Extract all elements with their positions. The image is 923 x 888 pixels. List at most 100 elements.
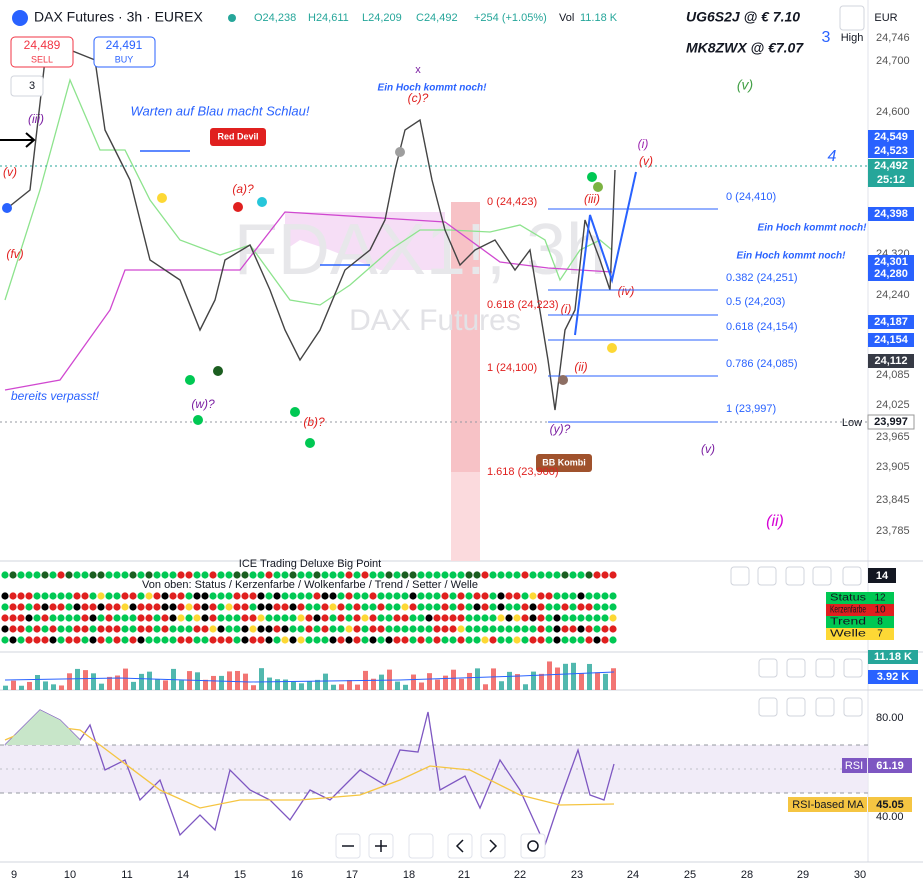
matrix-dot <box>265 625 273 633</box>
matrix-dot <box>577 603 585 611</box>
price-axis-label: 24,600 <box>876 106 910 118</box>
legend-name: Welle <box>830 629 867 640</box>
pane-button[interactable] <box>842 566 862 586</box>
matrix-dot <box>25 636 33 644</box>
rsi-axis-label: 80.00 <box>876 712 904 724</box>
pane-button[interactable] <box>758 697 778 717</box>
matrix-dot <box>169 636 177 644</box>
pane-button[interactable] <box>758 658 778 678</box>
annotation: (i) <box>561 302 572 316</box>
matrix-dot <box>289 592 297 600</box>
matrix-dot <box>57 603 65 611</box>
matrix-dot <box>225 636 233 644</box>
matrix-dot <box>401 592 409 600</box>
matrix-dot <box>609 592 617 600</box>
matrix-dot <box>57 636 65 644</box>
pane-button[interactable] <box>843 697 863 717</box>
matrix-dot <box>17 571 25 579</box>
pane-button[interactable] <box>812 566 832 586</box>
pane-button[interactable] <box>843 658 863 678</box>
matrix-dot <box>41 603 49 611</box>
interval-button[interactable] <box>10 75 44 97</box>
matrix-dot <box>457 571 465 579</box>
matrix-dot <box>105 592 113 600</box>
fit[interactable] <box>408 833 434 859</box>
matrix-dot <box>65 625 73 633</box>
matrix-dot <box>305 592 313 600</box>
pane-button[interactable] <box>785 566 805 586</box>
annotation: (iv) <box>618 284 635 298</box>
matrix-dot <box>521 571 529 579</box>
icon <box>455 839 464 853</box>
volume-bar <box>603 673 608 690</box>
screenshot-button[interactable] <box>839 5 865 31</box>
volume-bar <box>467 672 472 690</box>
annotation: (v) <box>639 154 653 168</box>
matrix-dot <box>425 603 433 611</box>
volume-bar <box>35 675 40 690</box>
matrix-dot <box>409 592 417 600</box>
matrix-dot <box>121 614 129 622</box>
matrix-dot <box>9 614 17 622</box>
volume-bar <box>595 672 600 690</box>
volume-bar <box>83 670 88 690</box>
matrix-dot <box>289 603 297 611</box>
annotation: Ein Hoch kommt noch! <box>758 223 868 234</box>
matrix-dot <box>273 592 281 600</box>
matrix-dot <box>481 592 489 600</box>
matrix-dot <box>209 636 217 644</box>
rsi-label: RSI <box>845 760 863 772</box>
matrix-dot <box>361 592 369 600</box>
fib-label: 1 (24,100) <box>487 362 537 374</box>
rsi-ma-tag <box>788 797 867 812</box>
high-label: High <box>841 32 864 44</box>
matrix-dot <box>409 614 417 622</box>
scroll-left[interactable] <box>447 833 473 859</box>
matrix-dot <box>385 603 393 611</box>
pane-button[interactable] <box>815 658 835 678</box>
pane-button[interactable] <box>786 697 806 717</box>
legend-value-box <box>868 592 894 604</box>
matrix-dot <box>401 625 409 633</box>
matrix-dot <box>1 614 9 622</box>
matrix-dot <box>361 603 369 611</box>
pane-button[interactable] <box>786 658 806 678</box>
legend-value: 7 <box>877 629 883 640</box>
rsi-ma-value: 45.05 <box>876 799 904 811</box>
matrix-dot <box>377 592 385 600</box>
pane-button[interactable] <box>815 697 835 717</box>
pane-button[interactable] <box>757 566 777 586</box>
icon <box>527 840 539 852</box>
pane-button[interactable] <box>730 566 750 586</box>
matrix-dot <box>345 614 353 622</box>
matrix-dot <box>601 592 609 600</box>
matrix-dot <box>425 636 433 644</box>
reset[interactable] <box>520 833 546 859</box>
price-tag <box>868 354 914 368</box>
volume-bar <box>179 680 184 690</box>
matrix-dot <box>25 625 33 633</box>
volume-bar <box>507 671 512 690</box>
matrix-dot <box>1 571 9 579</box>
matrix-dot <box>329 636 337 644</box>
matrix-dot <box>409 625 417 633</box>
matrix-dot <box>249 625 257 633</box>
matrix-dot <box>1 625 9 633</box>
matrix-dot <box>297 636 305 644</box>
matrix-dot <box>185 625 193 633</box>
matrix-dot <box>561 636 569 644</box>
sell-button[interactable] <box>10 36 74 68</box>
volume-bar <box>211 675 216 690</box>
price-tag-label: 24,187 <box>874 316 908 328</box>
price-tag <box>868 173 914 187</box>
interval: 3 <box>29 80 35 92</box>
scroll-right[interactable] <box>480 833 506 859</box>
matrix-dot <box>393 603 401 611</box>
matrix-dot <box>273 625 281 633</box>
buy-button[interactable] <box>93 36 156 68</box>
volume-bar <box>235 670 240 690</box>
matrix-dot <box>217 636 225 644</box>
matrix-dot <box>25 571 33 579</box>
matrix-dot <box>121 603 129 611</box>
matrix-dot <box>217 592 225 600</box>
